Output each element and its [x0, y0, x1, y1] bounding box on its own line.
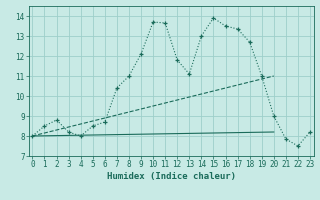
X-axis label: Humidex (Indice chaleur): Humidex (Indice chaleur) [107, 172, 236, 181]
